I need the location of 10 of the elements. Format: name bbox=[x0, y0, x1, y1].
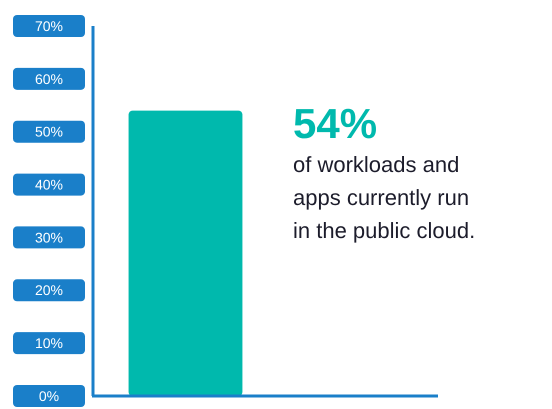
y-tick-label: 50% bbox=[34, 124, 64, 140]
y-tick-label: 40% bbox=[34, 176, 64, 192]
y-tick-label: 0% bbox=[38, 388, 60, 404]
y-tick-label: 30% bbox=[34, 229, 64, 246]
y-tick-label: 60% bbox=[34, 70, 64, 87]
y-tick-label: 20% bbox=[34, 282, 64, 298]
annotation: of workloads and apps currently run in the public cloud. bbox=[293, 152, 476, 243]
y-tick-label: 70% bbox=[34, 18, 64, 34]
y-tick-label: 10% bbox=[34, 335, 64, 352]
annotation: 54% bbox=[293, 100, 378, 147]
